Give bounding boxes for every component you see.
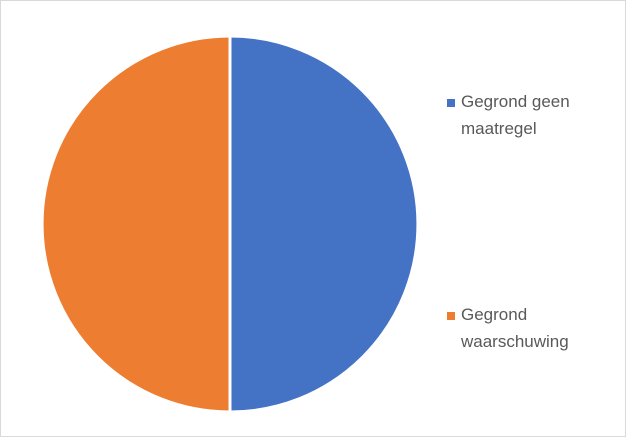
legend-line: Gegrond: [461, 305, 527, 324]
legend-line: maatregel: [461, 119, 537, 138]
pie-slice: [228, 34, 420, 414]
pie-slice: [40, 34, 232, 414]
legend-line: waarschuwing: [460, 332, 569, 351]
legend-swatch: [447, 99, 455, 107]
legend-label: Gegrond geen maatregel: [461, 92, 570, 138]
legend-line: Gegrond geen: [461, 92, 570, 111]
legend-label: Gegrond waarschuwing: [460, 305, 569, 351]
legend-swatch: [447, 312, 455, 320]
